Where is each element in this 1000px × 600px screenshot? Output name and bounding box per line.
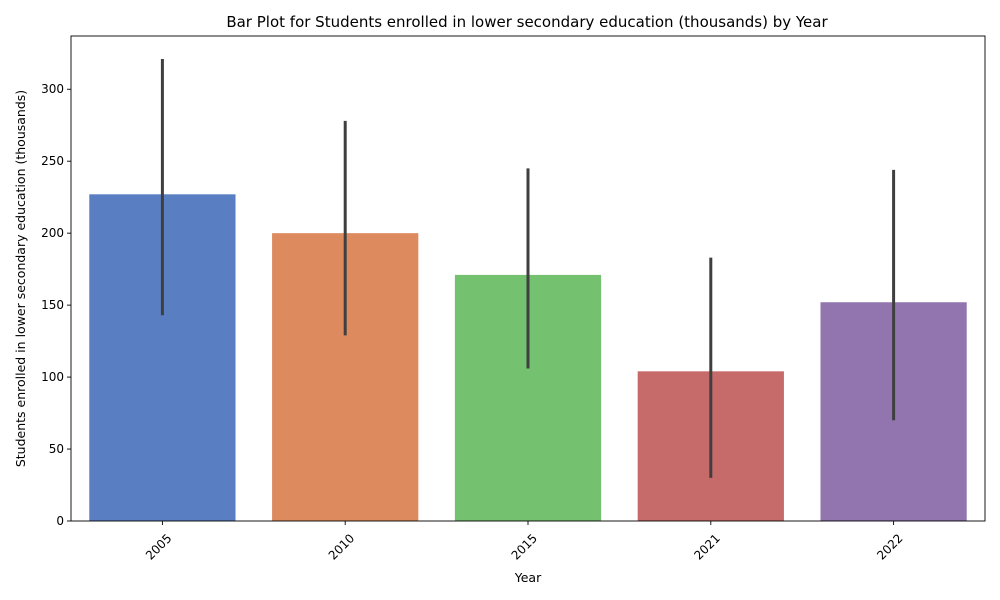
x-axis-label: Year [514,570,542,585]
plot-frame [70,35,986,522]
y-axis: 0 50 100 150 200 250 300 [41,82,71,528]
x-tick-label-2010: 2010 [326,531,357,562]
y-tick-label-300: 300 [41,82,64,96]
x-axis: 2005 2010 2015 2021 2022 [143,521,906,563]
y-tick-label-50: 50 [49,442,64,456]
error-bars-group [160,59,896,478]
y-axis-label: Students enrolled in lower secondary edu… [13,90,28,467]
chart-title: Bar Plot for Students enrolled in lower … [226,13,828,31]
x-tick-label-2022: 2022 [874,531,905,562]
y-tick-label-100: 100 [41,370,64,384]
y-tick-label-200: 200 [41,226,64,240]
x-tick-label-2005: 2005 [143,531,174,562]
y-tick-label-0: 0 [56,514,64,528]
y-tick-label-150: 150 [41,298,64,312]
y-tick-label-250: 250 [41,154,64,168]
x-tick-label-2021: 2021 [691,531,722,562]
x-tick-label-2015: 2015 [509,531,540,562]
